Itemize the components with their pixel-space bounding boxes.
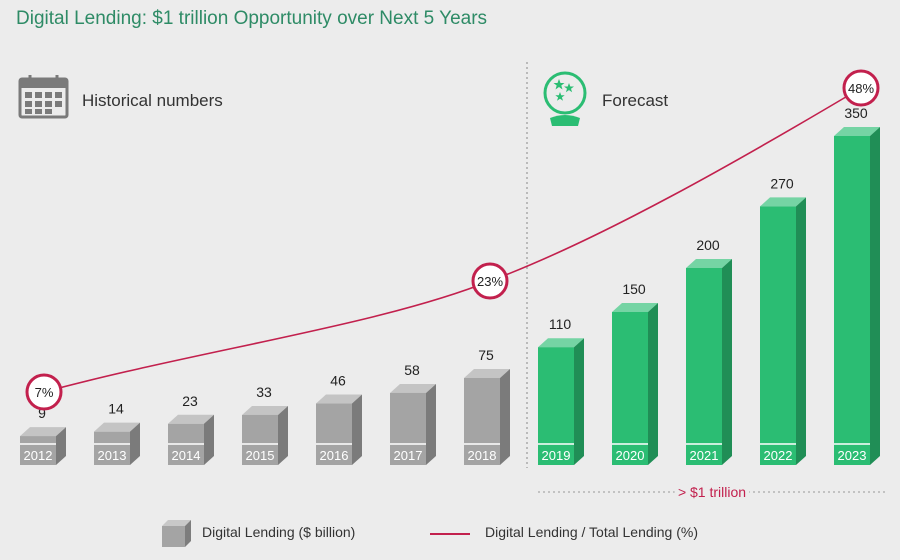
value-label: 9 [38,405,46,421]
calendar-icon [18,75,69,119]
share-label: 23% [477,274,503,289]
value-label: 350 [844,105,868,121]
legend-bars-label: Digital Lending ($ billion) [202,524,356,540]
category-label: 2016 [320,448,349,463]
category-label: 2017 [394,448,423,463]
category-label: 2013 [98,448,127,463]
bar-2023 [834,127,880,465]
category-label: 2012 [24,448,53,463]
bar-2016 [316,394,362,465]
value-label: 270 [770,175,794,191]
category-label: 2021 [690,448,719,463]
historical-section-label: Historical numbers [82,91,223,110]
bar-2013 [94,422,140,465]
share-point-2023: 48% [842,69,880,107]
bar-2017 [390,383,436,465]
bar-2018 [464,369,510,465]
value-label: 150 [622,281,646,297]
category-label: 2015 [246,448,275,463]
legend-bar-swatch [162,520,191,547]
bar-2021 [686,259,732,465]
crystal-ball-icon [543,71,587,126]
category-label: 2018 [468,448,497,463]
value-label: 75 [478,347,494,363]
bar-2020 [612,303,658,465]
bar-2012 [20,427,66,465]
share-point-2018: 23% [471,262,509,300]
forecast-bracket-label: > $1 trillion [678,484,746,500]
category-label: 2023 [838,448,867,463]
share-point-2012: 7% [25,373,63,411]
value-label: 200 [696,237,720,253]
category-label: 2020 [616,448,645,463]
category-label: 2014 [172,448,201,463]
share-label: 7% [35,385,54,400]
value-label: 33 [256,384,272,400]
value-label: 58 [404,362,420,378]
legend-line-label: Digital Lending / Total Lending (%) [485,524,698,540]
value-label: 23 [182,393,198,409]
category-label: 2019 [542,448,571,463]
bar-2015 [242,405,288,465]
chart-title: Digital Lending: $1 trillion Opportunity… [16,8,488,29]
bar-2019 [538,338,584,465]
value-label: 14 [108,401,124,417]
forecast-section-label: Forecast [602,91,669,110]
bar-2014 [168,414,214,465]
category-label: 2022 [764,448,793,463]
share-label: 48% [848,81,874,96]
share-line [43,87,862,393]
bar-2022 [760,197,806,465]
value-label: 46 [330,373,346,389]
value-label: 110 [549,316,572,332]
